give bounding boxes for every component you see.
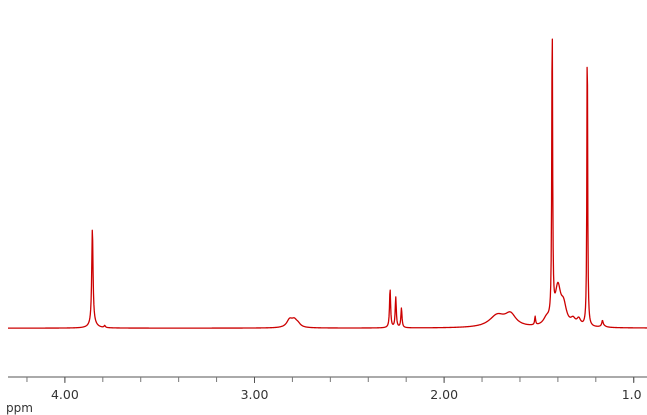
x-axis-tick-labels: 4.00 3.00 2.00 1.0 [51, 377, 642, 402]
x-axis: 4.00 3.00 2.00 1.0 ppm [6, 376, 647, 415]
spectrum-line [7, 38, 647, 329]
plot-area [7, 38, 647, 329]
x-axis-tick-label: 3.00 [241, 387, 269, 402]
x-axis-minor-ticks [26, 377, 635, 382]
x-axis-tick-label: 4.00 [51, 387, 79, 402]
x-axis-tick-label: 2.00 [430, 387, 458, 402]
x-axis-tick-label: 1.0 [622, 387, 642, 402]
x-axis-unit-label: ppm [6, 401, 33, 415]
